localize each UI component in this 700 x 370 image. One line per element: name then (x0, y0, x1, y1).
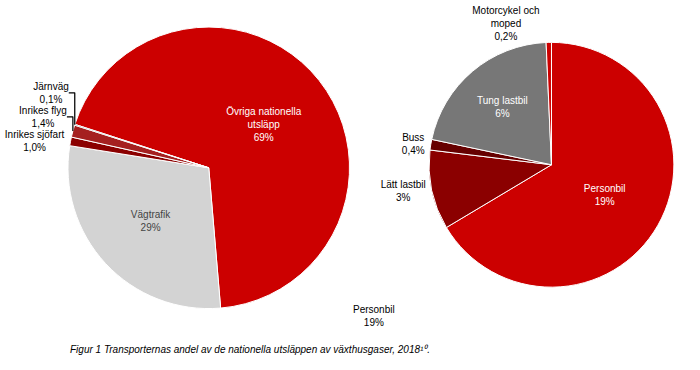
svg-text:Personbil19%: Personbil19% (584, 183, 626, 207)
svg-text:Övriga nationellautsläpp69%: Övriga nationellautsläpp69% (226, 106, 301, 143)
svg-text:Motorcykel ochmoped0,2%: Motorcykel ochmoped0,2% (472, 5, 539, 42)
svg-text:Järnväg0,1%: Järnväg0,1% (33, 81, 69, 105)
svg-text:Tung lastbil6%: Tung lastbil6% (477, 95, 528, 119)
svg-text:Figur 1 Transporternas andel a: Figur 1 Transporternas andel av de natio… (70, 344, 430, 355)
svg-text:Vägtrafik29%: Vägtrafik29% (131, 209, 171, 233)
svg-text:Lätt lastbil3%: Lätt lastbil3% (381, 179, 426, 203)
svg-text:Inrikes flyg1,4%: Inrikes flyg1,4% (19, 105, 67, 129)
svg-text:Inrikes sjöfart1,0%: Inrikes sjöfart1,0% (5, 129, 65, 153)
svg-text:Personbil19%: Personbil19% (353, 304, 395, 328)
svg-text:Buss0,4%: Buss0,4% (402, 132, 425, 156)
